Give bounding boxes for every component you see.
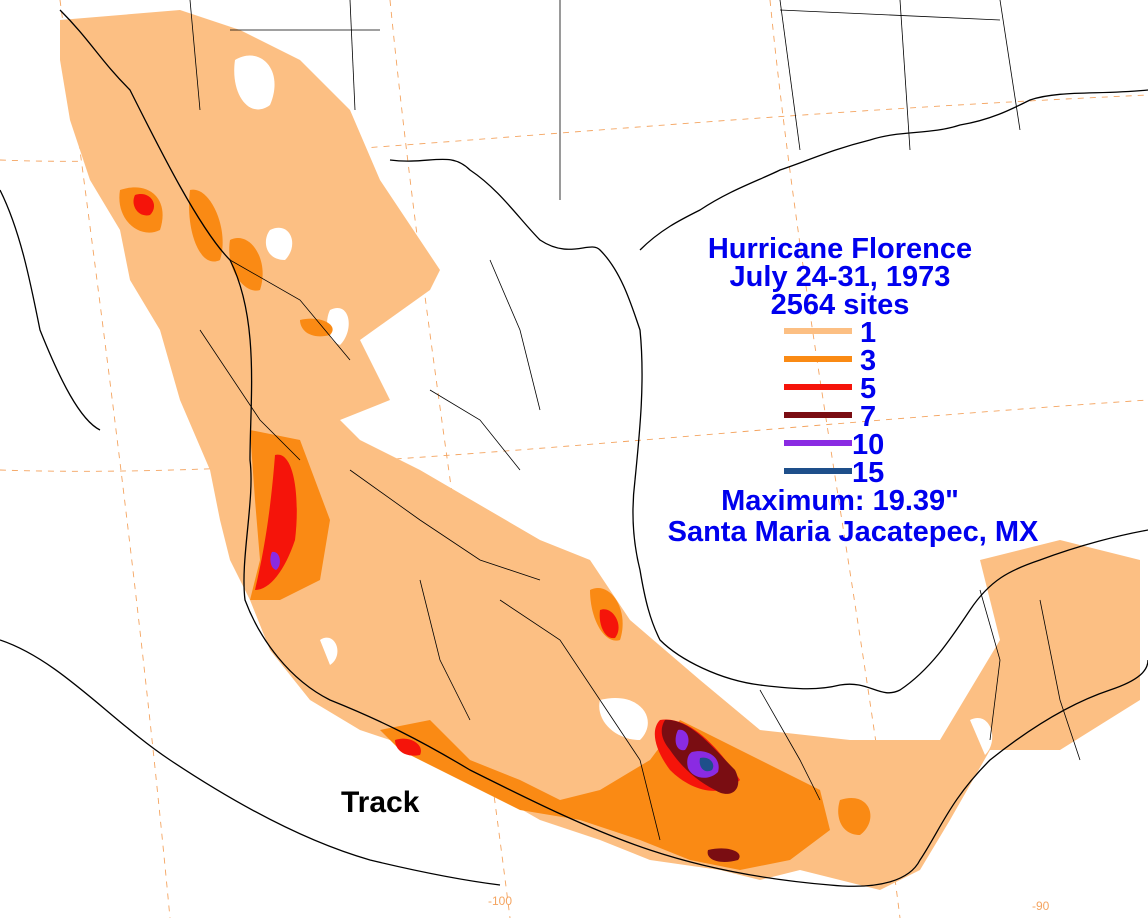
lon-label-100: -100: [488, 894, 512, 908]
title-line-2: July 24-31, 1973: [730, 261, 951, 293]
track-label: Track: [341, 786, 420, 819]
maximum-value: Maximum: 19.39": [721, 485, 959, 517]
legend-label-10: 10: [852, 429, 884, 461]
legend-item-7: 7: [784, 401, 876, 433]
maximum-info: Maximum: 19.39" Santa Maria Jacatepec, M…: [668, 485, 1039, 548]
map-title: Hurricane Florence July 24-31, 1973 2564…: [708, 233, 972, 321]
title-line-1: Hurricane Florence: [708, 233, 972, 265]
legend-item-10: 10: [784, 429, 884, 461]
us-state-lines: [189, 0, 1021, 200]
legend-item-3: 3: [784, 345, 876, 377]
rain-contour-1in: [60, 10, 1140, 890]
lon-label-90: -90: [1032, 899, 1050, 913]
legend: 1 3 5 7 10 15: [784, 317, 884, 489]
mexico-state-lines: [199, 259, 1081, 841]
legend-item-15: 15: [784, 457, 884, 489]
legend-label-3: 3: [860, 345, 876, 377]
legend-label-7: 7: [860, 401, 876, 433]
title-line-3: 2564 sites: [771, 289, 910, 321]
legend-item-5: 5: [784, 373, 876, 405]
coastlines-borders: [0, 9, 1148, 887]
maximum-location: Santa Maria Jacatepec, MX: [668, 516, 1039, 548]
legend-item-1: 1: [784, 317, 876, 349]
rain-contour-15in: [699, 757, 714, 772]
legend-label-1: 1: [860, 317, 876, 349]
legend-label-5: 5: [860, 373, 876, 405]
rain-gaps: [234, 55, 993, 755]
legend-label-15: 15: [852, 457, 884, 489]
